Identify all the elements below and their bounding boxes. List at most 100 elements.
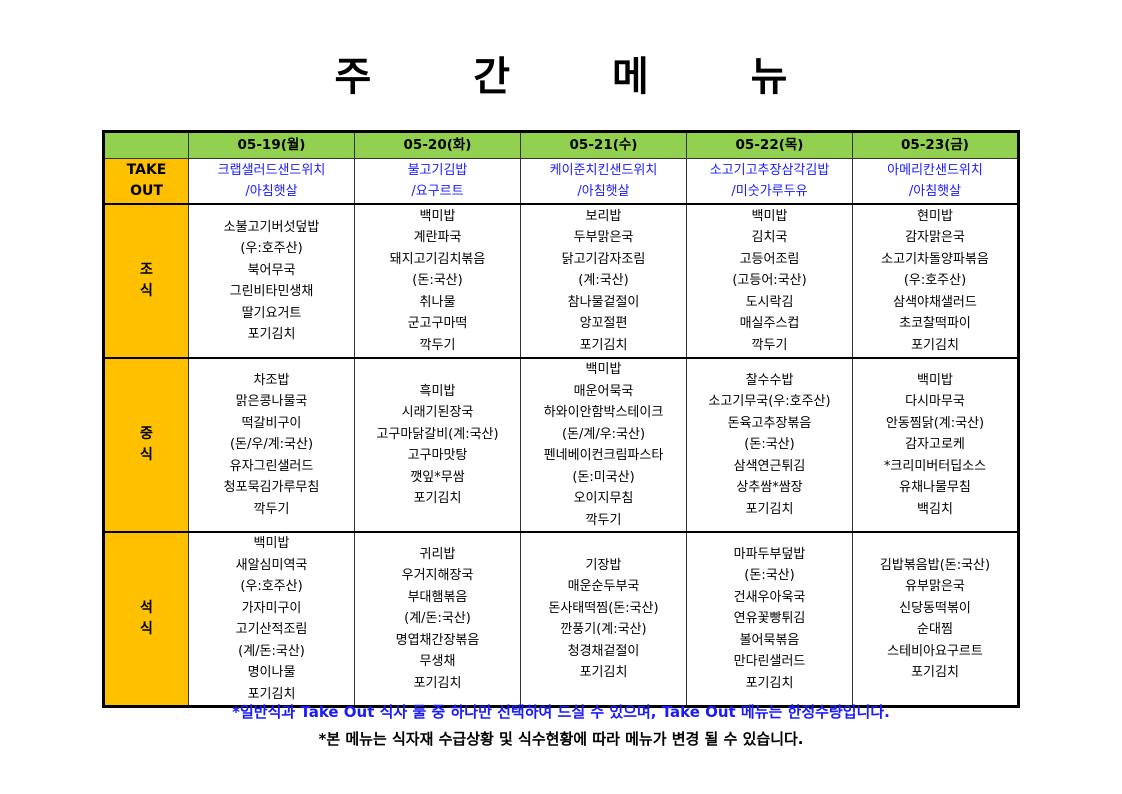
menu-item: /미숫가루두유 — [731, 184, 808, 199]
menu-item: 백미밥 — [585, 362, 622, 377]
menu-cell: 귀리밥 우거지해장국 부대햄볶음 (계/돈:국산) 명엽채간장볶음 무생채 포기김치 — [354, 531, 521, 707]
menu-item: 백미밥 — [917, 372, 953, 388]
menu-item: 깻잎*무쌈 — [410, 469, 465, 485]
menu-item: 깍두기 — [419, 337, 456, 353]
menu-cell: 차조밥 맑은콩나물국 떡갈비구이 (돈/우/계:국산) 유자그린샐러드 청포묵김가루무침 깍… — [188, 357, 355, 533]
menu-item: 청포묵김가루무침 — [223, 480, 320, 496]
meal-label-text: 석 — [140, 599, 153, 616]
menu-item: 감자고로케 — [905, 437, 965, 453]
menu-item: 소고기차돌양파볶음 — [881, 251, 989, 267]
meal-label-text: TAKE — [126, 161, 167, 178]
menu-item: 포기김치 — [247, 327, 296, 342]
menu-item: 고등어조림 — [739, 251, 800, 267]
menu-change-notice: *본 메뉴는 식자재 수급상황 및 식수현황에 따라 메뉴가 변경 될 수 있습… — [318, 730, 804, 748]
menu-item: 마파두부덮밥 — [733, 546, 806, 562]
menu-item: (돈:국산) — [744, 568, 795, 584]
menu-cell: 소불고기버섯덮밥 (우:호주산) 북어무국 그린비타민생채 딸기요거트 포기김치 — [188, 203, 355, 359]
menu-item: 포기김치 — [579, 665, 628, 680]
menu-item: (돈:국산) — [412, 273, 463, 289]
menu-item: 깍두기 — [253, 501, 290, 517]
menu-item: 매운어묵국 — [573, 383, 634, 399]
menu-item: 크랩샐러드샌드위치 — [217, 162, 326, 178]
menu-item: 보리밥 — [585, 208, 622, 224]
menu-item: 참나물겉절이 — [567, 294, 640, 310]
menu-item: 김치국 — [751, 230, 788, 246]
menu-item: 돈사태떡찜(돈:국산) — [548, 600, 659, 616]
menu-item: 깍두기 — [751, 337, 788, 353]
menu-item: 두부맑은국 — [573, 230, 634, 246]
menu-item: 포기김치 — [745, 501, 794, 517]
menu-item: (우:호주산) — [903, 273, 967, 289]
menu-item: (계/돈:국산) — [238, 643, 305, 659]
meal-label-text: 조 — [140, 261, 153, 278]
date-header: 05-22(목) — [686, 131, 853, 159]
menu-cell: 소고기고추장삼각김밥/미숫가루두유 — [686, 158, 853, 205]
menu-item: (돈:국산) — [744, 437, 795, 453]
menu-item: (돈/계/우:국산) — [561, 426, 646, 442]
menu-item: 오이지무침 — [573, 491, 634, 506]
menu-item: /아침햇살 — [908, 184, 962, 199]
menu-item: 깐풍기(계:국산) — [560, 622, 647, 637]
menu-item: 우거지해장국 — [401, 568, 474, 584]
menu-item: 명엽채간장볶음 — [395, 632, 480, 648]
meal-row-di: 석 식 백미밥 새알심미역국 (우:호주산) 가자미구이 고기산적조림 (계/돈:국산) 명이나… — [103, 531, 1019, 707]
menu-item: (우:호주산) — [240, 579, 303, 594]
menu-item: 유자그린샐러드 — [229, 458, 314, 474]
menu-item: 명이나물 — [247, 665, 296, 680]
menu-item: 아메리칸샌드위치 — [887, 162, 983, 178]
menu-cell: 백미밥 새알심미역국 (우:호주산) 가자미구이 고기산적조림 (계/돈:국산) 명이나물 포… — [188, 531, 355, 707]
menu-item: 깍두기 — [585, 512, 622, 528]
menu-cell: 아메리칸샌드위치/아침햇살 — [852, 158, 1019, 205]
menu-item: 백미밥 — [253, 536, 290, 551]
meal-label: TAKE OUT — [103, 158, 189, 205]
date-header: 05-21(수) — [520, 131, 687, 159]
menu-item: 불고기김밥 — [407, 162, 468, 178]
menu-item: 현미밥 — [917, 208, 953, 224]
menu-item: (계:국산) — [578, 273, 629, 289]
menu-item: 감자맑은국 — [905, 230, 965, 246]
menu-cell: 김밥볶음밥(돈:국산) 유부맑은국 신당동떡볶이 순대찜 스테비아요구르트 포기김치 — [852, 531, 1019, 707]
menu-item: 초코찰떡파이 — [899, 316, 971, 332]
menu-item: 시래기된장국 — [401, 405, 474, 420]
takeout-notice: *일반식과 Take Out 식사 둘 중 하나만 선택하여 드실 수 있으며,… — [232, 703, 890, 721]
menu-item: 무생채 — [419, 654, 456, 670]
corner-cell — [103, 131, 189, 159]
menu-item: 차조밥 — [253, 372, 290, 388]
meal-row-bf: 조 식 소불고기버섯덮밥 (우:호주산) 북어무국 그린비타민생채 딸기요거트 포기김치 백미밥… — [103, 203, 1019, 359]
date-header-row: 05-19(월) 05-20(화) 05-21(수) 05-22(목) 05-23(금) — [103, 131, 1019, 159]
menu-cell: 불고기김밥/요구르트 — [354, 158, 521, 205]
menu-item: (계/돈:국산) — [404, 611, 471, 627]
menu-item: 유채나물무침 — [899, 480, 971, 496]
menu-item: 귀리밥 — [419, 546, 456, 562]
menu-item: 백김치 — [917, 501, 953, 517]
date-header: 05-19(월) — [188, 131, 355, 159]
menu-item: 김밥볶음밥(돈:국산) — [879, 557, 991, 573]
menu-item: 건새우아욱국 — [733, 589, 806, 605]
menu-item: 매운순두부국 — [567, 579, 640, 594]
menu-item: 딸기요거트 — [241, 305, 302, 321]
menu-item: 앙꼬절편 — [579, 316, 628, 332]
menu-item: 고구마닭갈비(계:국산) — [376, 426, 499, 442]
menu-item: 스테비아요구르트 — [887, 643, 983, 659]
meal-row-take: TAKE OUT 크랩샐러드샌드위치/아침햇살 불고기김밥/요구르트 케이준치킨샌드위치… — [103, 158, 1019, 205]
menu-item: 볼어묵볶음 — [739, 632, 800, 648]
menu-item: 포기김치 — [745, 675, 794, 691]
menu-item: 그린비타민생채 — [229, 284, 314, 299]
date-header: 05-23(금) — [852, 131, 1019, 159]
menu-cell: 백미밥 다시마무국 안동찜닭(계:국산) 감자고로케 *크리미버터딥소스 유채나물무침 백김… — [852, 357, 1019, 533]
menu-item: 포기김치 — [413, 675, 462, 691]
date-header: 05-20(화) — [354, 131, 521, 159]
menu-item: 포기김치 — [911, 337, 959, 353]
menu-cell: 찰수수밥 소고기무국(우:호주산) 돈육고추장볶음 (돈:국산) 삼색연근튀김 상추쌈*쌈… — [686, 357, 853, 533]
menu-item: 포기김치 — [247, 686, 296, 702]
menu-item: 고기산적조림 — [235, 622, 308, 637]
menu-cell: 흑미밥 시래기된장국 고구마닭갈비(계:국산) 고구마맛탕 깻잎*무쌈 포기김치 — [354, 357, 521, 533]
menu-item: 맑은콩나물국 — [235, 394, 308, 410]
menu-item: 떡갈비구이 — [241, 415, 302, 431]
menu-item: 청경채겉절이 — [567, 643, 640, 659]
menu-item: 가자미구이 — [241, 600, 302, 616]
menu-item: (고등어:국산) — [732, 273, 807, 289]
menu-item: 포기김치 — [579, 337, 628, 353]
